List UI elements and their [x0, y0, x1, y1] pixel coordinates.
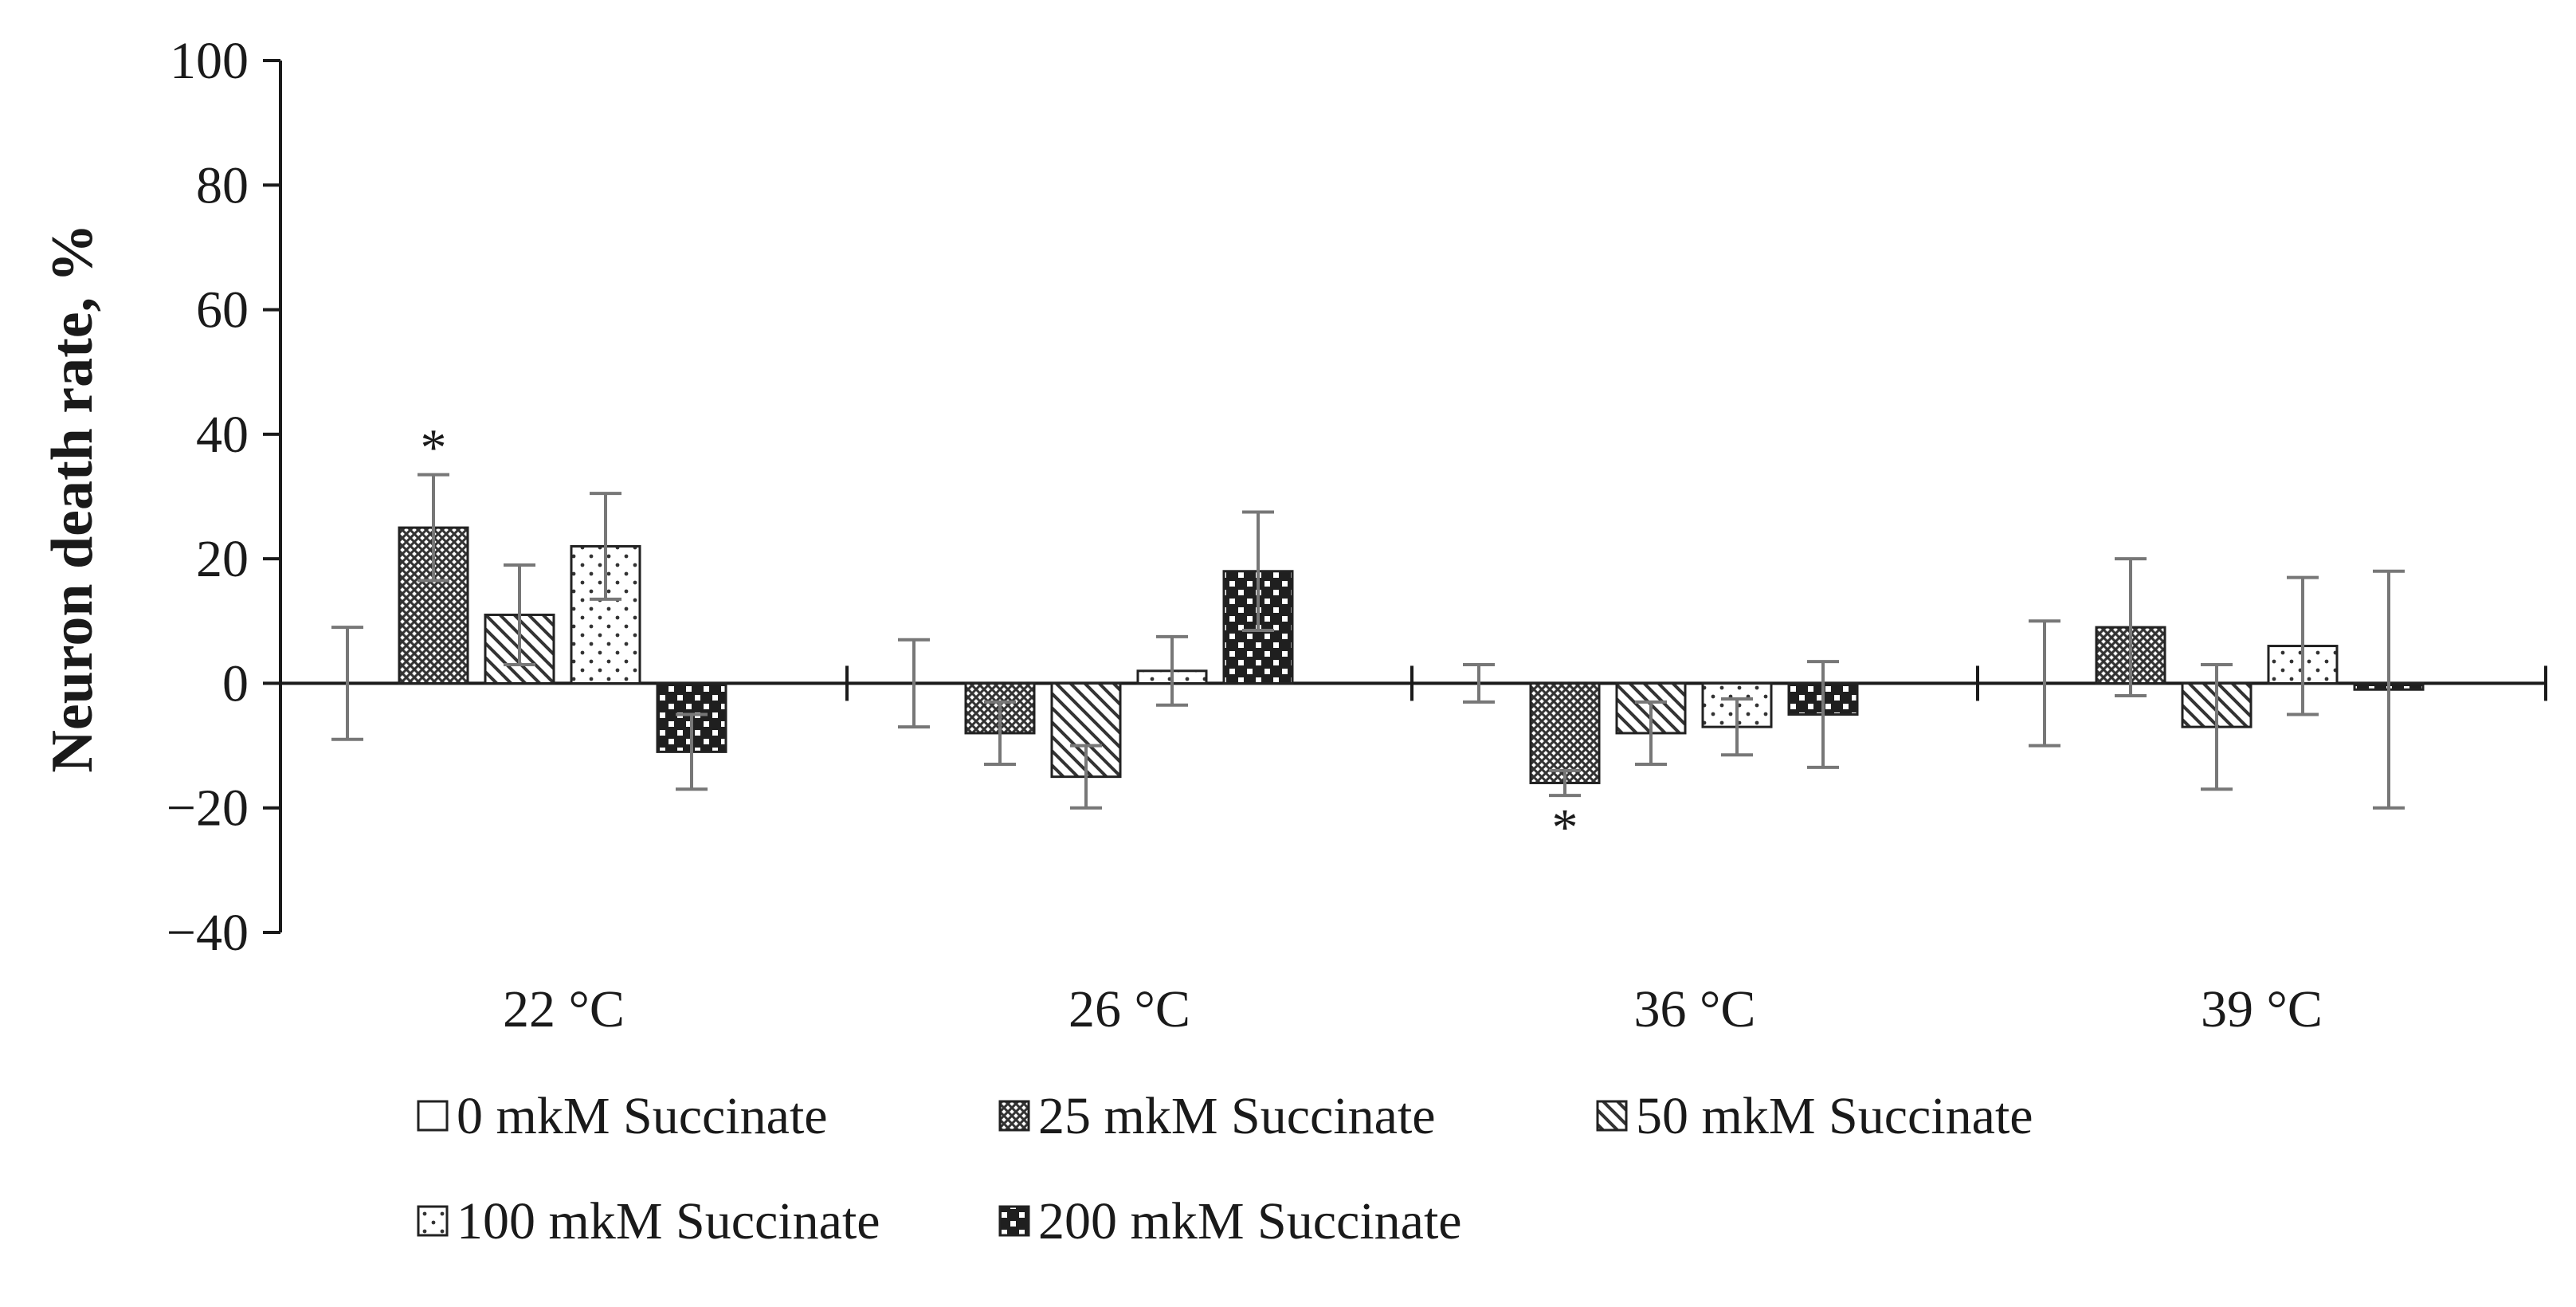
x-axis: 22 °C 26 °C 36 °C 39 °C — [279, 665, 2547, 1038]
annotations: ** — [421, 419, 1578, 857]
significance-marker: * — [421, 419, 447, 477]
x-category-label: 26 °C — [1068, 980, 1190, 1038]
legend-swatch — [1596, 1100, 1628, 1132]
y-tick-label: 60 — [196, 281, 249, 340]
y-tick-label: 0 — [222, 654, 249, 712]
legend-swatch — [998, 1205, 1030, 1237]
y-tick-label: 40 — [196, 406, 249, 464]
y-axis: 100 80 60 40 20 0 −20 −40 — [167, 32, 282, 962]
y-tick-label: 100 — [170, 32, 249, 90]
x-category-label: 36 °C — [1634, 980, 1756, 1038]
legend-label: 25 mkM Succinate — [1038, 1087, 1436, 1145]
legend-label: 100 mkM Succinate — [457, 1192, 880, 1250]
legend-label: 200 mkM Succinate — [1038, 1192, 1462, 1250]
y-axis-label: Neuron death rate, % — [40, 223, 105, 772]
significance-marker: * — [1552, 799, 1578, 857]
legend-swatch — [417, 1205, 449, 1237]
y-tick-label: −40 — [167, 904, 249, 962]
error-bars — [331, 473, 2405, 810]
y-tick-label: 20 — [196, 530, 249, 588]
x-category-label: 39 °C — [2201, 980, 2323, 1038]
legend: 0 mkM Succinate 25 mkM Succinate 50 mkM Su… — [417, 1087, 2033, 1250]
bars — [398, 526, 2425, 784]
bar — [1529, 681, 1601, 784]
legend-swatch — [417, 1100, 449, 1132]
y-tick-label: 80 — [196, 156, 249, 214]
legend-label: 50 mkM Succinate — [1636, 1087, 2033, 1145]
legend-swatch — [998, 1100, 1030, 1132]
y-tick-label: −20 — [167, 779, 249, 838]
x-category-label: 22 °C — [503, 980, 625, 1038]
legend-label: 0 mkM Succinate — [457, 1087, 828, 1145]
